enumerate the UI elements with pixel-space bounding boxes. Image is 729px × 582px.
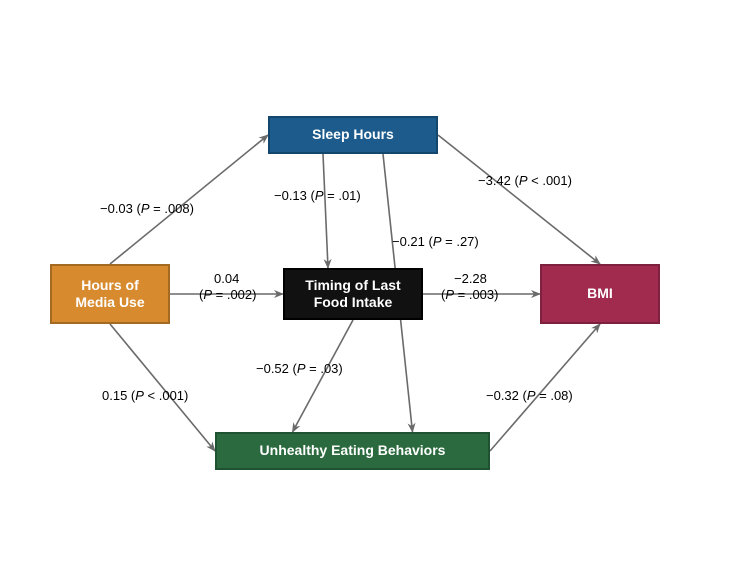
edge-label-sleep-unhealthy: −0.21 (P = .27) <box>392 234 479 250</box>
edge-label-timing-bmi-coef: −2.28 <box>454 271 487 287</box>
node-hours-of-media-use: Hours ofMedia Use <box>50 264 170 324</box>
edge-label-media-unhealthy: 0.15 (P < .001) <box>102 388 188 404</box>
node-label: BMI <box>587 285 613 303</box>
node-timing-of-last-food: Timing of LastFood Intake <box>283 268 423 320</box>
node-bmi: BMI <box>540 264 660 324</box>
path-diagram: Hours ofMedia Use Sleep Hours Timing of … <box>0 0 729 582</box>
node-sleep-hours: Sleep Hours <box>268 116 438 154</box>
edge-label-media-timing-coef: 0.04 <box>214 271 239 287</box>
node-label: Sleep Hours <box>312 126 394 144</box>
edge-label-media-timing-p: (P = .002) <box>199 287 256 303</box>
edge-label-media-sleep: −0.03 (P = .008) <box>100 201 194 217</box>
edge-label-sleep-bmi: −3.42 (P < .001) <box>478 173 572 189</box>
edge-label-timing-bmi-p: (P = .003) <box>441 287 498 303</box>
edge-label-unhealthy-bmi: −0.32 (P = .08) <box>486 388 573 404</box>
node-label: Timing of LastFood Intake <box>305 277 400 312</box>
edge-label-sleep-timing: −0.13 (P = .01) <box>274 188 361 204</box>
node-unhealthy-eating: Unhealthy Eating Behaviors <box>215 432 490 470</box>
node-label: Hours ofMedia Use <box>75 277 144 312</box>
edge-label-timing-unhealthy: −0.52 (P = .03) <box>256 361 343 377</box>
node-label: Unhealthy Eating Behaviors <box>260 442 446 460</box>
